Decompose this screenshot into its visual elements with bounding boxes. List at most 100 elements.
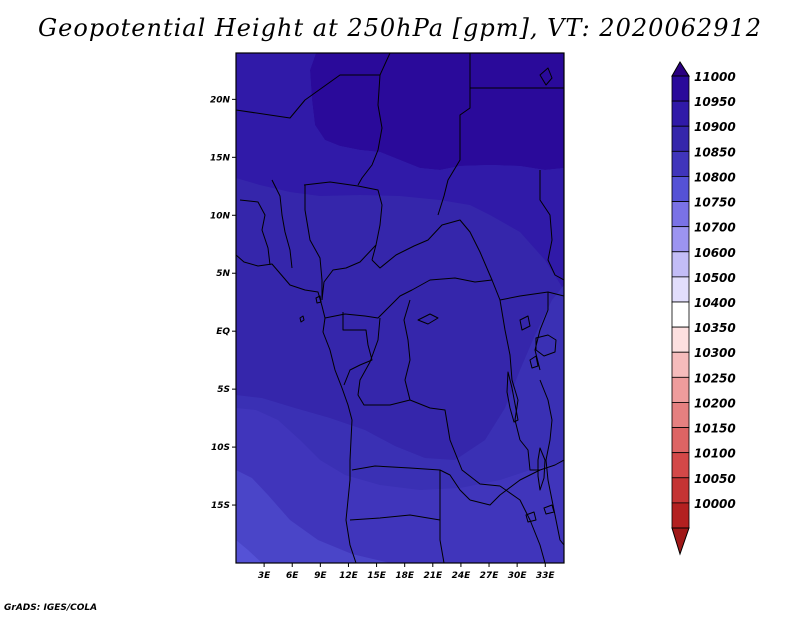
map-title: Geopotential Height at 250hPa [gpm], VT:… — [38, 14, 762, 42]
colorbar-swatch — [671, 75, 690, 102]
border-line — [403, 299, 411, 401]
border-line — [534, 292, 549, 371]
colorbar-label: 10000 — [694, 497, 736, 511]
lon-tick-label: 30E — [508, 571, 528, 581]
colorbar-label: 10100 — [694, 447, 736, 461]
lat-tick-label: 15N — [210, 153, 231, 163]
lon-tick-label: 15E — [367, 571, 387, 581]
colorbar-label: 10050 — [694, 472, 736, 486]
lat-tick-label: 5S — [217, 385, 230, 395]
lake — [543, 504, 555, 515]
colorbar-swatch — [671, 477, 690, 504]
colorbar-top-arrow — [671, 61, 690, 77]
lon-tick-label: 24E — [452, 571, 472, 581]
lake — [417, 313, 439, 325]
border-line — [357, 74, 383, 186]
lake — [529, 355, 539, 369]
lake-tanganyika — [506, 371, 519, 423]
colorbar-label: 10200 — [694, 396, 736, 410]
lon-tick-label: 9E — [314, 571, 327, 581]
border-line — [236, 53, 391, 119]
colorbar-label: 10600 — [694, 246, 736, 260]
colorbar-swatch — [671, 326, 690, 353]
colorbar-label: 10400 — [694, 296, 736, 310]
border-line — [357, 317, 501, 487]
west-africa-coastline — [236, 254, 357, 563]
colorbar-swatch — [671, 226, 690, 253]
border-line — [239, 199, 271, 266]
lat-tick-label: 20N — [210, 95, 231, 105]
colorbar-swatch — [671, 201, 690, 228]
height-field — [236, 53, 564, 563]
longitude-axis: 3E 6E 9E 12E 15E 18E 21E 24E 27E 30E 33E — [258, 563, 556, 581]
colorbar-swatch — [671, 402, 690, 428]
lon-tick-label: 6E — [286, 571, 299, 581]
field-band-lowest — [236, 470, 390, 563]
colorbar-label: 10750 — [694, 196, 736, 210]
lon-tick-label: 3E — [258, 571, 271, 581]
colorbar-label: 10950 — [694, 95, 736, 109]
border-line — [349, 514, 441, 521]
grads-credit: GrADS: IGES/COLA — [4, 603, 98, 613]
colorbar-swatch — [671, 452, 690, 479]
colorbar-swatch — [671, 376, 690, 403]
lon-tick-label: 33E — [536, 571, 556, 581]
colorbar-swatch — [671, 176, 690, 202]
lat-tick-label: 10S — [211, 443, 230, 453]
lon-tick-label: 18E — [395, 571, 415, 581]
map-frame — [235, 52, 565, 564]
island — [299, 315, 305, 323]
colorbar-swatch — [671, 125, 690, 152]
colorbar-label: 11000 — [694, 70, 736, 84]
field-band-min — [236, 540, 262, 563]
colorbar-label: 10300 — [694, 346, 736, 360]
colorbar-swatch — [671, 251, 690, 278]
colorbar-swatch — [671, 351, 690, 378]
lat-tick-label: EQ — [216, 327, 230, 337]
country-borders — [236, 53, 564, 563]
colorbar-swatch — [671, 276, 690, 303]
colorbar-label: 10250 — [694, 371, 736, 385]
colorbar-label: 10800 — [694, 170, 736, 184]
colorbar-bottom-arrow — [671, 527, 690, 556]
field-band-max — [310, 53, 564, 170]
colorbar-label: 10350 — [694, 321, 736, 335]
border-line — [303, 181, 383, 261]
border-line — [371, 219, 564, 301]
lake-victoria — [535, 334, 557, 357]
colorbar: 11000 10950 10900 10850 10800 10750 10700 10600… — [671, 61, 736, 556]
border-line — [271, 179, 293, 269]
lake — [519, 315, 531, 331]
colorbar-label: 10500 — [694, 271, 736, 285]
colorbar-label: 10700 — [694, 221, 736, 235]
lon-tick-label: 21E — [423, 571, 443, 581]
lake — [525, 511, 537, 523]
colorbar-swatch — [671, 502, 690, 529]
colorbar-swatch — [671, 100, 690, 127]
border-line — [321, 244, 377, 301]
lat-tick-label: 15S — [211, 501, 230, 511]
lat-tick-label: 10N — [210, 211, 231, 221]
border-line — [342, 312, 373, 386]
island — [315, 295, 322, 304]
colorbar-label: 10850 — [694, 145, 736, 159]
border-line — [439, 470, 445, 563]
border-line — [499, 485, 546, 563]
lon-tick-label: 27E — [480, 571, 500, 581]
colorbar-swatch — [671, 150, 690, 177]
border-line — [469, 459, 564, 506]
border-line — [437, 53, 471, 216]
border-line — [324, 277, 493, 319]
field-band-low — [236, 408, 564, 563]
colorbar-swatch — [671, 427, 690, 454]
lake — [539, 67, 553, 86]
colorbar-label: 10900 — [694, 120, 736, 134]
colorbar-swatch — [671, 301, 690, 328]
border-line — [539, 379, 564, 546]
latitude-axis: 20N 15N 10N 5N EQ 5S 10S 15S — [210, 95, 236, 511]
border-line — [499, 299, 521, 441]
border-line — [519, 439, 540, 471]
border-line — [304, 185, 323, 300]
colorbar-label: 10150 — [694, 422, 736, 436]
